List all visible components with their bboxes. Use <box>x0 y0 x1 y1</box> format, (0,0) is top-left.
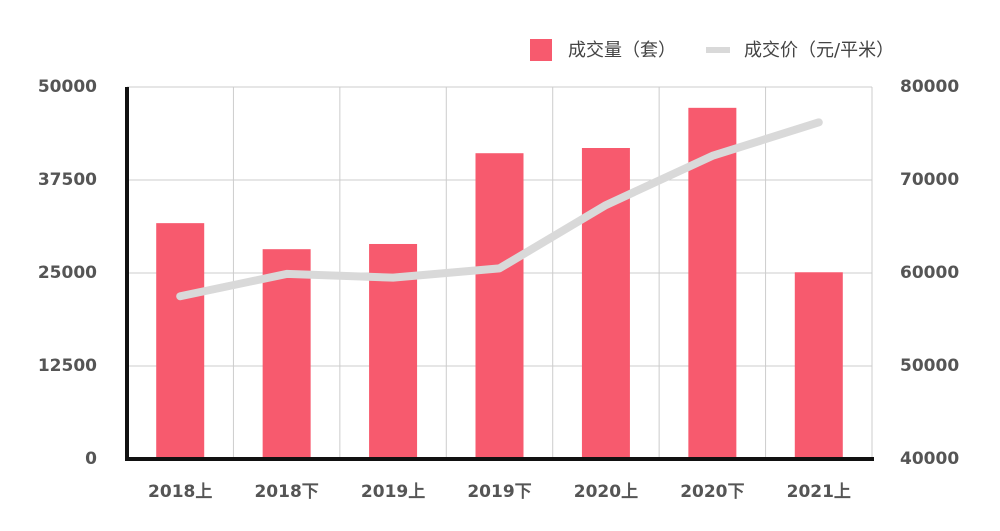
x-tick-label: 2020上 <box>574 482 638 502</box>
y2-tick-label: 40000 <box>900 449 959 469</box>
y-tick-label: 50000 <box>38 77 97 97</box>
legend-swatch <box>530 39 552 61</box>
legend-text: 成交价（元/平米） <box>744 40 894 61</box>
line <box>176 118 823 301</box>
x-tick-label: 2020下 <box>680 482 744 502</box>
x-tick-label: 2021上 <box>787 482 851 502</box>
x-tick-label: 2019上 <box>361 482 425 502</box>
y-tick-label: 37500 <box>38 170 97 190</box>
bar <box>156 223 205 459</box>
y2-tick-label: 50000 <box>900 356 959 376</box>
x-tick-label: 2018下 <box>254 482 318 502</box>
x-tick-label: 2018上 <box>148 482 212 502</box>
bar <box>262 249 311 459</box>
y-tick-label: 25000 <box>38 263 97 283</box>
y-tick-label: 0 <box>85 449 97 469</box>
y2-tick-label: 60000 <box>900 263 959 283</box>
x-tick-label: 2019下 <box>467 482 531 502</box>
y-tick-label: 12500 <box>38 356 97 376</box>
y2-tick-label: 70000 <box>900 170 959 190</box>
y2-tick-label: 80000 <box>900 77 959 97</box>
legend-text: 成交量（套） <box>568 40 676 61</box>
bar <box>475 153 524 459</box>
bar <box>794 272 843 459</box>
